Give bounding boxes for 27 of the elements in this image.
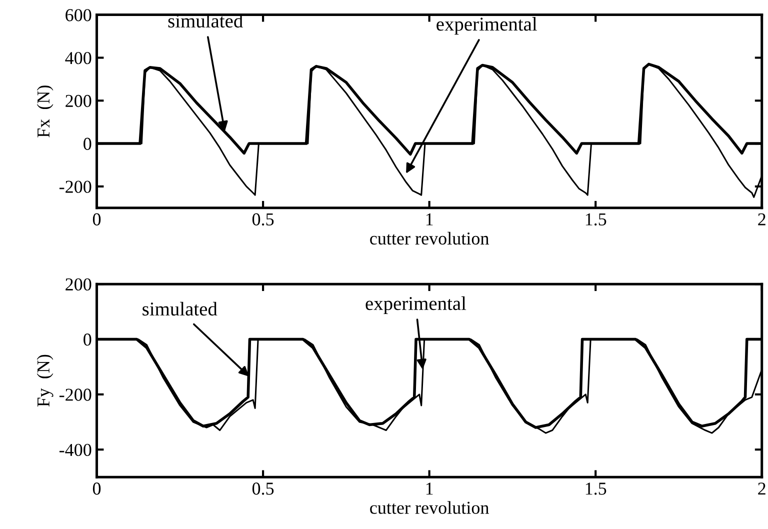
x-tick-label: 2	[758, 482, 766, 495]
x-tick-label: 1.5	[586, 482, 606, 495]
x-axis-title: cutter revolution	[370, 501, 489, 514]
y-tick-label: 400	[65, 52, 92, 64]
y-tick-label: -200	[59, 388, 92, 401]
x-tick-label: 0	[92, 213, 101, 226]
x-tick-label: 0	[92, 482, 101, 495]
y-tick-label: -400	[59, 444, 92, 456]
annotation: experimental	[366, 296, 466, 314]
y-tick-label: -200	[59, 180, 92, 193]
x-tick-label: 0.5	[252, 213, 274, 226]
annotation: simulated	[142, 302, 218, 316]
annotation: simulated	[168, 14, 243, 28]
x-tick-label: 1	[426, 482, 433, 495]
y-axis-title: Fx (N)	[36, 86, 54, 138]
y-tick-label: 600	[66, 9, 92, 22]
x-tick-label: 1	[426, 213, 433, 226]
x-tick-label: 1.5	[586, 213, 606, 226]
y-tick-label: 0	[84, 138, 92, 150]
y-tick-label: 200	[66, 94, 92, 108]
y-tick-label: 0	[84, 334, 92, 346]
x-tick-label: 2	[758, 213, 766, 226]
y-axis-title: Fy (N)	[36, 354, 54, 407]
y-tick-label: 200	[66, 278, 92, 291]
x-axis-title: cutter revolution	[370, 232, 489, 245]
annotation: experimental	[436, 17, 537, 35]
x-tick-label: 0.5	[252, 482, 274, 495]
